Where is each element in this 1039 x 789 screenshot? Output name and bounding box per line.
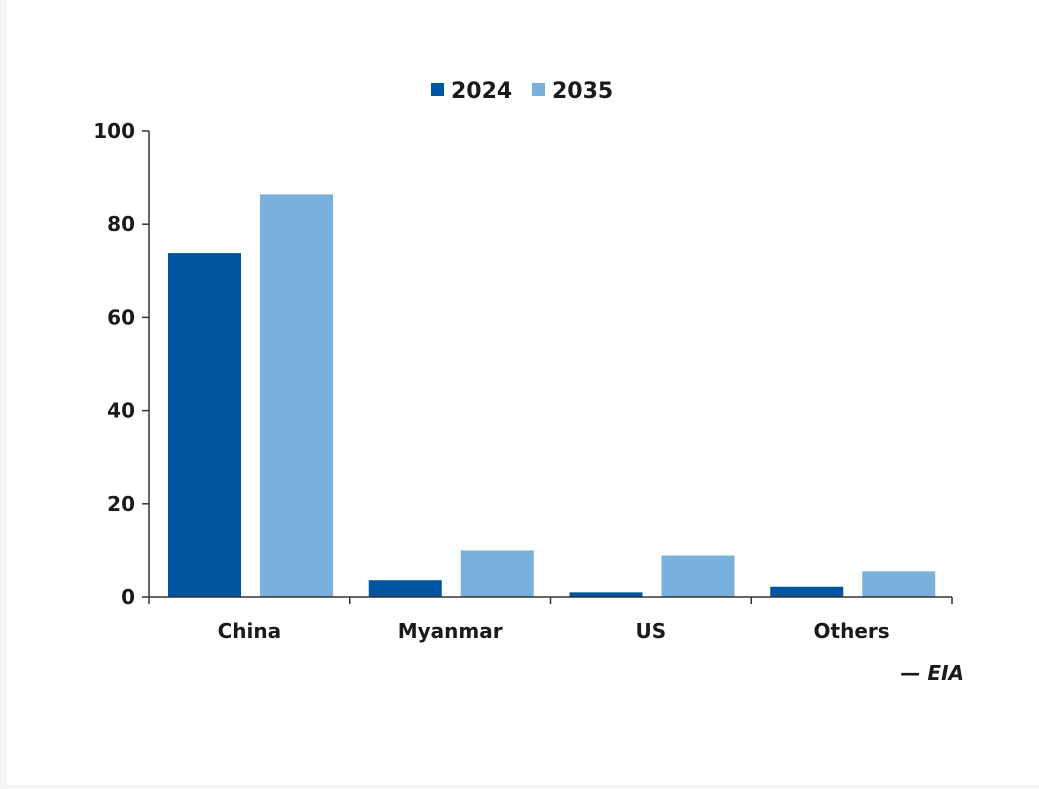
bars-group [168,194,936,598]
y-tick-label: 60 [107,305,135,329]
y-axis-ticks: 0 20 40 60 80 100 [93,119,149,609]
source-note: — EIA [900,661,964,685]
bar-china-2035 [260,194,333,597]
bar-chart: 2024 2035 0 20 40 60 80 100 China Myanmar US Othe… [93,79,964,685]
chart-legend: 2024 2035 [431,79,613,104]
legend-label-2035: 2035 [552,79,613,104]
page-margin [0,0,7,785]
bar-others-2024 [770,586,844,597]
y-tick-label: 0 [121,585,135,609]
x-axis-ticks: China Myanmar US Others [148,597,953,643]
bar-others-2035 [862,571,936,597]
x-category-label: China [218,619,282,643]
bar-us-2035 [661,555,735,597]
bar-us-2024 [569,592,643,597]
bar-china-2024 [168,253,241,598]
legend-label-2024: 2024 [451,79,512,104]
y-tick-label: 40 [107,399,135,423]
x-category-label: US [636,619,667,643]
plot-area: 0 20 40 60 80 100 China Myanmar US Others [93,119,953,643]
legend-swatch-2035 [532,83,545,96]
x-category-label: Myanmar [398,619,503,643]
legend-swatch-2024 [431,83,444,96]
y-tick-label: 20 [107,492,135,516]
bar-myanmar-2024 [368,580,442,597]
bar-myanmar-2035 [460,550,534,597]
y-tick-label: 80 [107,212,135,236]
chart-panel: 2024 2035 0 20 40 60 80 100 China Myanmar US Othe… [7,0,1039,785]
y-tick-label: 100 [93,119,135,143]
x-category-label: Others [814,619,890,643]
